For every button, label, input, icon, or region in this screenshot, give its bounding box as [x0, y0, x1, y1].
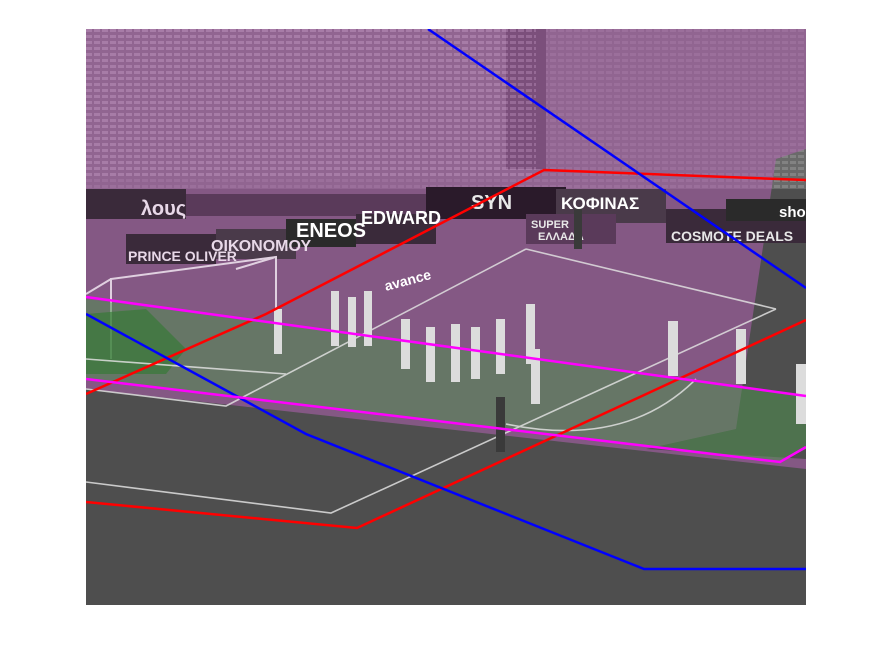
- ad-board-text: ENEOS: [296, 220, 366, 242]
- ad-board-text: sho: [779, 204, 806, 221]
- ad-board-text: ΚΟΦΙΝΑΣ: [561, 194, 639, 213]
- red-region-outline: [86, 168, 806, 396]
- ad-board-text: SYN: [471, 192, 512, 214]
- blue-region-outline: [427, 29, 806, 290]
- ad-board-text: ΕΛΛΑΔΑ: [538, 231, 584, 243]
- ad-board-text: ΟΙΚΟΝΟΜΟΥ: [211, 238, 311, 255]
- ad-board-text: EDWARD: [361, 208, 441, 228]
- pitch-lines: [86, 248, 777, 514]
- figure-image: λους PRINCE OLIVER ΟΙΚΟΝΟΜΟΥ ENEOS EDWAR…: [86, 29, 806, 605]
- magenta-region-outline: [86, 295, 806, 398]
- ad-board-text: SUPER: [531, 219, 569, 231]
- players: [274, 209, 806, 452]
- ad-board-text: PRINCE OLIVER: [128, 248, 237, 264]
- blue-region-outline-lower: [86, 312, 806, 571]
- stands-seats-overlay: [86, 29, 536, 179]
- ad-board-text: λους: [141, 198, 186, 220]
- magenta-region-outline-lower: [86, 377, 806, 464]
- overlay-canvas: λους PRINCE OLIVER ΟΙΚΟΝΟΜΟΥ ENEOS EDWAR…: [86, 29, 806, 605]
- ad-board-row: [86, 187, 806, 264]
- red-region-outline-lower: [86, 318, 806, 530]
